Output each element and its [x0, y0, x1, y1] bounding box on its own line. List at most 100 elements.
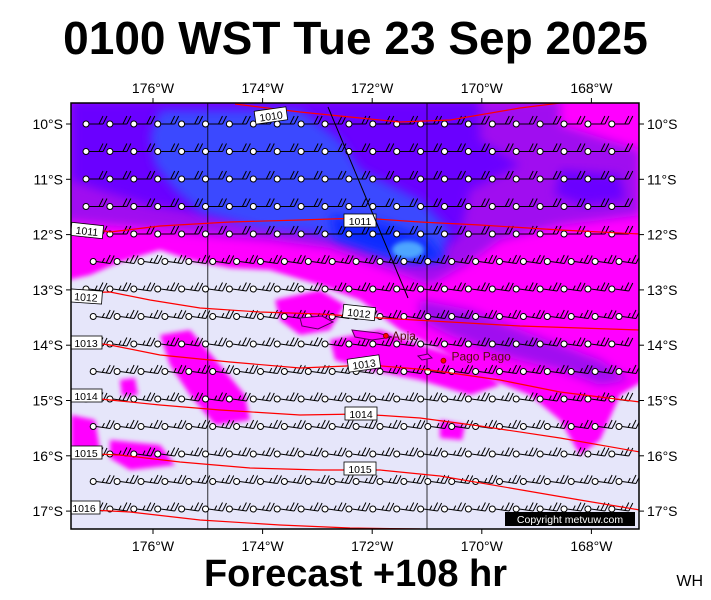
wind-barb: [536, 392, 562, 403]
wind-barb: [233, 474, 259, 485]
wind-barb: [536, 170, 562, 183]
wind-barb: [464, 170, 490, 183]
wind-barb: [543, 309, 569, 320]
wind-barb: [393, 198, 419, 210]
wind-barb: [560, 143, 586, 155]
isobar-line: [71, 217, 639, 235]
svg-text:1011: 1011: [75, 225, 99, 239]
wind-barb: [608, 115, 634, 128]
svg-text:1014: 1014: [349, 409, 373, 421]
wind-barb: [257, 419, 282, 430]
wind-barb: [137, 254, 163, 265]
wind-barb: [512, 198, 538, 210]
wind-barb: [225, 337, 251, 348]
copyright-box: Copyright metvuw.com: [505, 512, 635, 526]
wind-barb: [233, 419, 259, 430]
wind-barb: [496, 364, 521, 375]
wind-barb: [178, 143, 204, 155]
wind-barb: [417, 282, 443, 293]
wind-barb: [249, 447, 275, 458]
wind-barb: [82, 198, 108, 210]
wind-barb: [297, 170, 323, 183]
wind-barb: [464, 143, 490, 155]
wind-barb: [321, 282, 347, 293]
wind-barb: [608, 337, 634, 348]
wind-barb: [369, 225, 395, 238]
wind-barb: [441, 198, 466, 210]
svg-text:1010: 1010: [259, 109, 284, 124]
wind-barb: [441, 282, 466, 293]
lat-tick-label: 16°S: [647, 448, 678, 464]
wind-barb: [113, 364, 139, 375]
wind-barb: [154, 225, 180, 238]
wind-barb: [202, 225, 227, 238]
wind-barb: [560, 170, 586, 183]
chart-title: 0100 WST Tue 23 Sep 2025: [63, 12, 648, 64]
wind-barb: [297, 225, 323, 238]
wind-barb: [297, 115, 323, 128]
wind-barb: [615, 309, 639, 320]
wind-barb: [519, 254, 545, 265]
wind-barb: [608, 502, 634, 513]
wind-barb: [225, 225, 251, 238]
wind-barb: [178, 392, 204, 403]
isobar-label: 1014: [71, 388, 103, 403]
wind-barb: [345, 143, 371, 155]
wind-barb: [273, 392, 299, 403]
place-markers: Apia Pago Pago: [382, 329, 511, 364]
wind-barb: [280, 364, 306, 375]
wind-barb: [321, 502, 347, 513]
wind-barb: [297, 143, 323, 155]
wind-barb: [417, 392, 443, 403]
wind-barb: [106, 170, 132, 183]
wind-barb: [400, 474, 426, 485]
isobar-label: 1015: [343, 461, 377, 476]
wind-barb: [560, 115, 586, 128]
wind-barb: [185, 364, 211, 375]
wind-barb: [369, 392, 395, 403]
wind-barb: [345, 502, 371, 513]
wind-barb: [202, 502, 227, 513]
wind-barb: [185, 419, 211, 430]
wind-barb: [536, 198, 562, 210]
wind-barb: [448, 419, 474, 430]
place-marker: Apia: [382, 329, 416, 343]
city-dot: [440, 357, 447, 364]
lat-tick-label: 15°S: [32, 393, 63, 409]
wind-barb: [273, 502, 299, 513]
wind-barb: [543, 364, 569, 375]
lat-tick-label: 16°S: [32, 448, 63, 464]
wind-barb: [185, 309, 211, 320]
wind-barb: [297, 447, 323, 458]
wind-barb: [345, 282, 371, 293]
wind-barb: [178, 115, 204, 128]
wind-barb: [297, 337, 323, 348]
wind-barb: [209, 254, 235, 265]
wind-barb: [393, 392, 419, 403]
wind-barb: [464, 337, 490, 348]
isobar-line: [71, 291, 639, 331]
lat-tick-label: 13°S: [32, 282, 63, 298]
wind-barb: [161, 309, 187, 320]
wind-barb: [400, 419, 426, 430]
wind-barb: [249, 392, 275, 403]
wind-barb: [560, 225, 586, 238]
wind-barb: [472, 364, 498, 375]
lon-tick-label: 168°W: [570, 80, 613, 96]
wind-barb: [89, 474, 115, 485]
wind-barb: [225, 115, 251, 128]
wind-barb: [488, 502, 514, 513]
lon-tick-label: 172°W: [351, 80, 394, 96]
isobar-line: [234, 103, 561, 123]
wind-barb: [448, 254, 474, 265]
wind-barb: [352, 419, 378, 430]
wind-barb: [233, 364, 259, 375]
wind-barb: [417, 198, 443, 210]
wind-barb: [273, 143, 299, 155]
lon-tick-label: 172°W: [351, 538, 394, 554]
wind-barb: [202, 143, 227, 155]
wind-barb: [178, 447, 204, 458]
wind-barb: [89, 419, 115, 430]
wind-barb: [154, 170, 180, 183]
wind-barb: [113, 474, 139, 485]
